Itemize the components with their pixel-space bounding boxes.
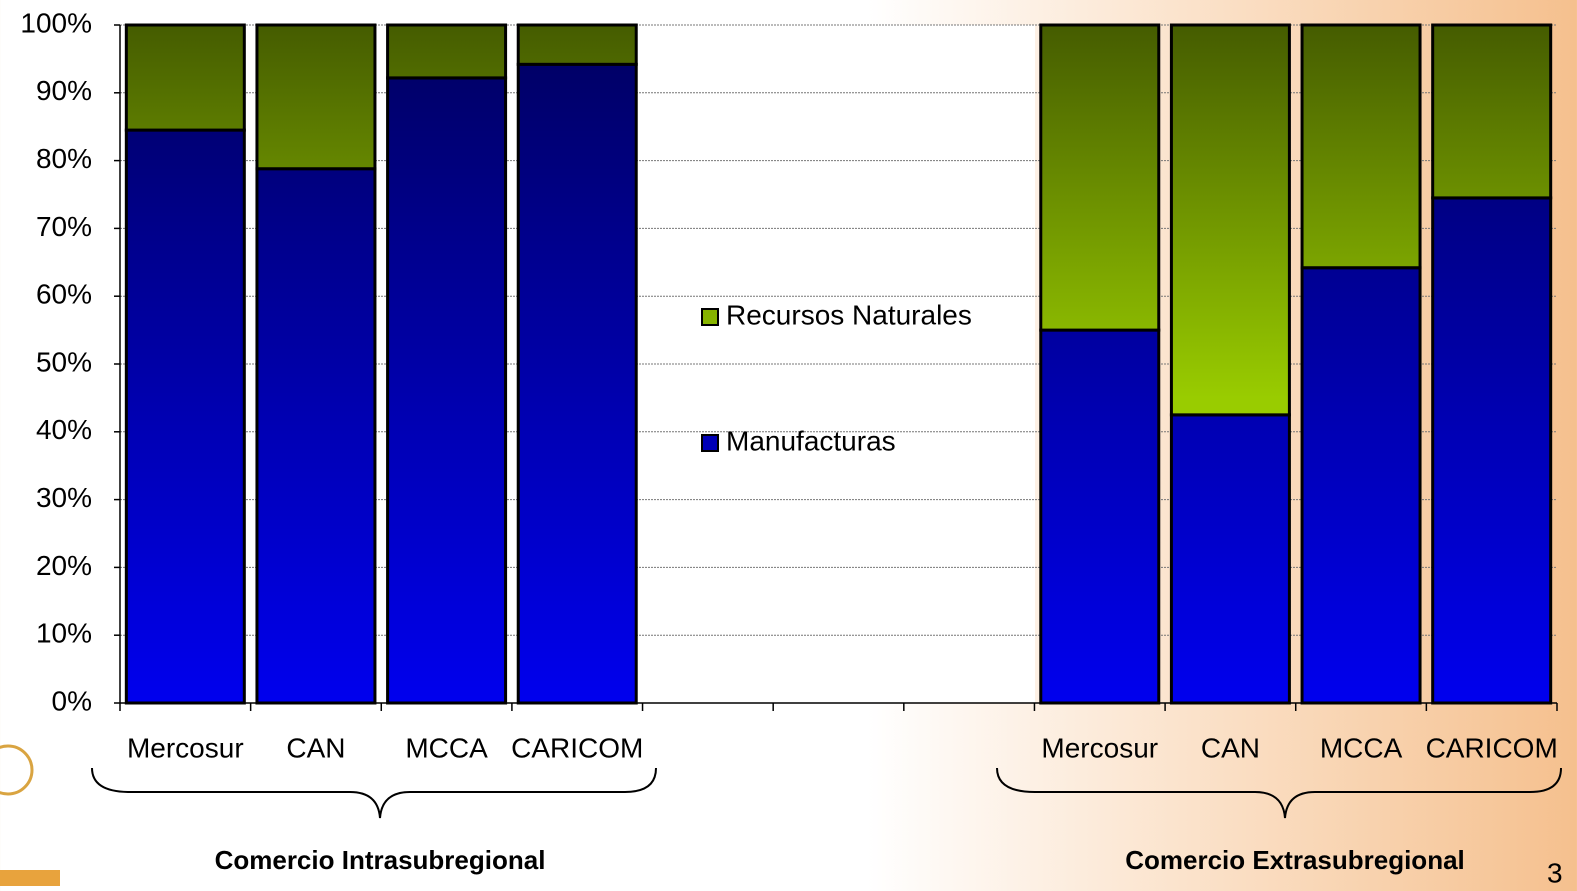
y-tick-label: 70%: [36, 211, 92, 242]
x-tick-label: Mercosur: [1041, 732, 1158, 763]
y-tick-label: 20%: [36, 550, 92, 581]
legend-label: Manufacturas: [726, 425, 896, 456]
y-tick-label: 40%: [36, 414, 92, 445]
bar-segment: [1039, 23, 1161, 332]
bar-segment: [516, 23, 638, 66]
bar-segment: [386, 23, 508, 80]
bar-segment: [1169, 23, 1291, 417]
y-tick-label: 50%: [36, 346, 92, 377]
bar-segment: [386, 76, 508, 705]
x-tick-label: CAN: [1201, 732, 1260, 763]
x-tick-label: CARICOM: [511, 732, 643, 763]
bar-segment: [1300, 266, 1422, 705]
x-tick-label: MCCA: [405, 732, 488, 763]
y-tick-label: 60%: [36, 279, 92, 310]
brace: [996, 767, 1562, 819]
logo: [0, 744, 60, 886]
y-tick-label: 30%: [36, 482, 92, 513]
y-tick-label: 80%: [36, 143, 92, 174]
bar-segment: [1431, 23, 1553, 200]
bar-segment: [124, 128, 246, 705]
bar-segment: [516, 62, 638, 705]
x-tick-label: Mercosur: [127, 732, 244, 763]
page-number: 3: [1547, 857, 1563, 886]
brace: [91, 767, 657, 819]
x-tick-label: CARICOM: [1426, 732, 1558, 763]
legend-swatch: [701, 308, 719, 326]
x-tick-label: MCCA: [1320, 732, 1403, 763]
y-tick-label: 10%: [36, 618, 92, 649]
bar-segment: [1039, 328, 1161, 705]
group-label: Comercio Extrasubregional: [1125, 845, 1465, 875]
bar-segment: [1169, 413, 1291, 705]
legend-swatch: [701, 434, 719, 452]
legend-label: Recursos Naturales: [726, 299, 972, 330]
y-tick-label: 100%: [20, 7, 92, 38]
x-tick-label: CAN: [286, 732, 345, 763]
group-label: Comercio Intrasubregional: [215, 845, 546, 875]
y-tick-label: 90%: [36, 75, 92, 106]
bar-segment: [1431, 196, 1553, 705]
bar-segment: [255, 23, 377, 171]
y-tick-label: 0%: [52, 685, 92, 716]
bar-segment: [124, 23, 246, 132]
bar-segment: [1300, 23, 1422, 270]
bar-segment: [255, 167, 377, 705]
